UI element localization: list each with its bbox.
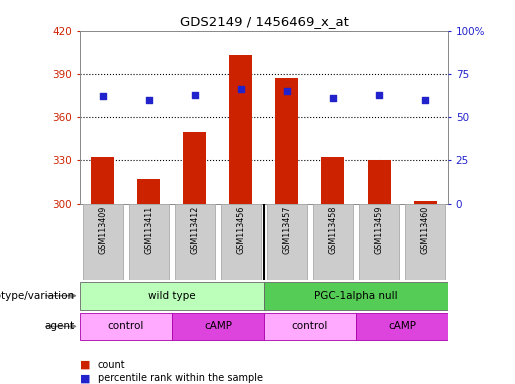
Point [237,86,245,93]
Text: control: control [108,321,144,331]
Bar [229,55,252,204]
Bar [414,200,437,204]
Text: PGC-1alpha null: PGC-1alpha null [314,291,398,301]
Bar [138,179,160,204]
Bar [80,282,264,310]
Point [375,91,383,98]
Bar [276,78,299,204]
Point [329,95,337,101]
Bar [356,313,448,340]
Title: GDS2149 / 1456469_x_at: GDS2149 / 1456469_x_at [180,15,348,28]
Point [283,88,291,94]
Bar [91,157,114,204]
Text: agent: agent [45,321,75,331]
Bar [264,282,448,310]
Bar [264,313,356,340]
Text: GSM113460: GSM113460 [421,206,430,254]
Text: GSM113456: GSM113456 [236,206,246,254]
Bar [405,204,445,280]
Text: GSM113412: GSM113412 [191,206,199,254]
Text: ■: ■ [80,373,90,383]
Bar [359,204,399,280]
Point [421,97,429,103]
Bar [313,204,353,280]
Text: wild type: wild type [148,291,196,301]
Text: cAMP: cAMP [204,321,232,331]
Text: GSM113411: GSM113411 [144,206,153,254]
Point [145,97,153,103]
Text: count: count [98,360,126,370]
Text: GSM113457: GSM113457 [282,206,291,254]
Bar [172,313,264,340]
Bar [368,160,390,204]
Text: percentile rank within the sample: percentile rank within the sample [98,373,263,383]
Bar [175,204,215,280]
Bar [129,204,169,280]
Point [99,93,107,99]
Bar [82,204,123,280]
Bar [80,313,172,340]
Text: ■: ■ [80,360,90,370]
Text: genotype/variation: genotype/variation [0,291,75,301]
Bar [183,131,207,204]
Text: control: control [292,321,328,331]
Text: cAMP: cAMP [388,321,416,331]
Bar [321,157,345,204]
Point [191,91,199,98]
Text: GSM113459: GSM113459 [374,206,384,254]
Bar [220,204,261,280]
Text: GSM113458: GSM113458 [329,206,337,254]
Text: GSM113409: GSM113409 [98,206,107,254]
Bar [267,204,307,280]
